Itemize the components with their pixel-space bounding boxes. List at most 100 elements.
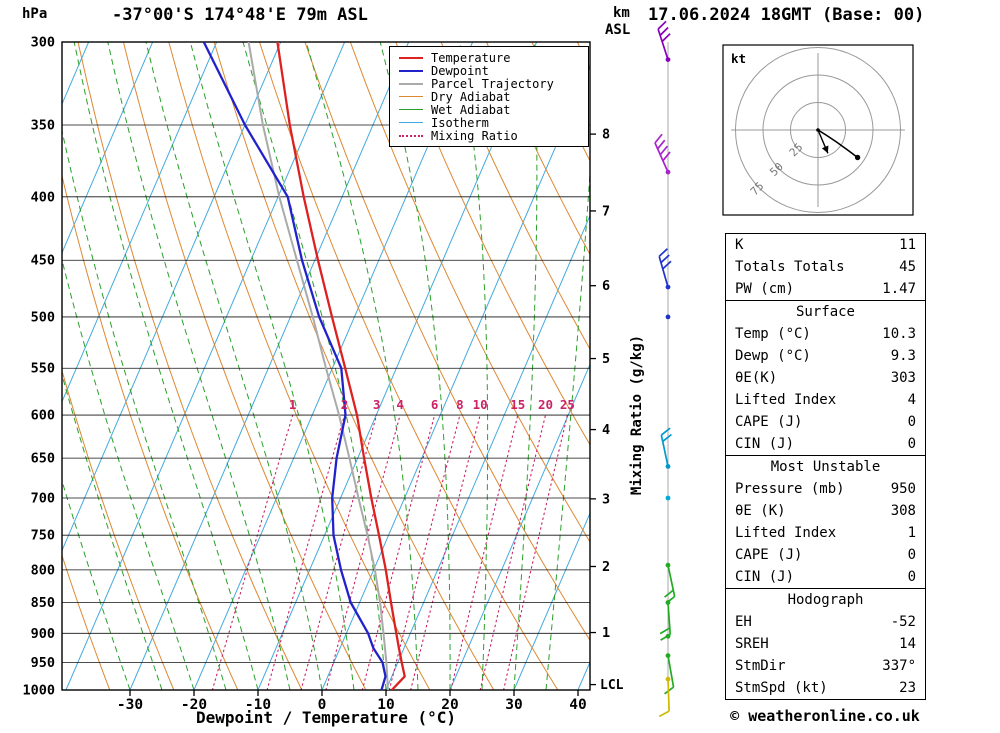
hodograph-end-dot	[854, 154, 861, 161]
copyright: © weatheronline.co.uk	[730, 707, 920, 725]
stat-value: 23	[899, 680, 916, 696]
stat-value: 308	[890, 503, 916, 519]
temp-tick-label: 0	[318, 697, 327, 713]
wind-level-dot	[665, 653, 671, 658]
stat-value: 337°	[882, 658, 916, 674]
stat-label: StmSpd (kt)	[735, 680, 828, 696]
legend-swatch-wet-adiabat	[399, 109, 423, 110]
table-title: Most Unstable	[770, 459, 881, 475]
hodograph-trace	[817, 129, 859, 159]
table-title: Hodograph	[787, 592, 864, 608]
km-tick-label: 4	[602, 422, 610, 438]
table-row: CAPE (J) 0	[726, 544, 925, 566]
stat-label: EH	[735, 614, 752, 630]
hodograph-ring	[762, 74, 874, 186]
pressure-tick-label: 850	[31, 595, 55, 611]
stat-value: 11	[899, 237, 916, 253]
stat-value: 0	[907, 547, 916, 563]
wind-level-dot	[665, 57, 671, 62]
legend-item-mixing-ratio: Mixing Ratio	[399, 128, 582, 143]
table-row: CAPE (J) 0	[726, 411, 925, 433]
mixing-ratio-line	[479, 414, 547, 690]
stat-label: θE (K)	[735, 503, 786, 519]
table-row: CIN (J) 0	[726, 433, 925, 455]
wind-level-dot	[665, 284, 671, 290]
mixing-ratio-value-label: 1	[289, 397, 297, 412]
wet-adiabat-line	[62, 479, 131, 690]
table-surface: Surface Temp (°C) 10.3 Dewp (°C) 9.3 θE(K) 303…	[725, 300, 926, 456]
legend-swatch-dry-adiabat	[399, 96, 423, 97]
table-row: Temp (°C) 10.3	[726, 323, 925, 345]
mixing-ratio-value-label: 6	[431, 397, 439, 412]
stat-label: CAPE (J)	[735, 414, 803, 430]
km-tick-label: 1	[602, 625, 610, 641]
pressure-tick-label: 600	[31, 408, 55, 424]
isotherm-line	[62, 42, 154, 255]
mixing-ratio-line	[300, 414, 378, 690]
temp-tick-label: 10	[377, 697, 394, 713]
trace-dewpoint	[202, 42, 387, 690]
table-row: Pressure (mb) 950	[726, 478, 925, 500]
wind-level-dot	[665, 600, 671, 605]
wind-barb	[658, 248, 672, 288]
pressure-tick-label: 350	[31, 117, 55, 133]
isotherm-line	[257, 42, 538, 690]
wind-barb	[664, 655, 675, 695]
pressure-tick-label: 700	[31, 491, 55, 507]
mixing-ratio-value-label: 15	[510, 397, 525, 412]
temp-tick-label: 20	[441, 697, 458, 713]
isotherm-line	[62, 42, 282, 552]
pressure-tick-label: 450	[31, 253, 55, 269]
table-row: CIN (J) 0	[726, 566, 925, 588]
km-tick-label: 8	[602, 127, 610, 143]
table-row: θE (K) 308	[726, 500, 925, 522]
table-row: Lifted Index 1	[726, 522, 925, 544]
legend: Temperature Dewpoint Parcel Trajectory Dry …	[389, 46, 589, 147]
dry-adiabat-line	[62, 369, 175, 690]
legend-item-parcel: Parcel Trajectory	[399, 77, 582, 91]
stat-value: 0	[907, 569, 916, 585]
stat-value: 14	[899, 636, 916, 652]
dry-adiabat-line	[62, 553, 111, 690]
pressure-tick-label: 900	[31, 626, 55, 642]
legend-item-temperature: Temperature	[399, 50, 582, 65]
hodograph-ring	[735, 47, 901, 213]
temp-tick-label: -30	[117, 697, 143, 713]
hodograph-ring	[790, 102, 846, 158]
legend-item-dewpoint: Dewpoint	[399, 64, 582, 78]
wind-level-dot	[665, 562, 671, 568]
legend-swatch-dewpoint	[399, 69, 423, 72]
wind-barb	[660, 427, 672, 467]
wet-adiabat-line	[242, 42, 387, 690]
mixing-ratio-value-label: 10	[473, 397, 488, 412]
legend-label: Mixing Ratio	[431, 128, 518, 143]
stat-label: Lifted Index	[735, 392, 837, 408]
stat-label: Dewp (°C)	[735, 348, 811, 364]
stat-value: 950	[890, 481, 916, 497]
legend-item-dry-adiabat: Dry Adiabat	[399, 89, 582, 104]
stat-value: 1.47	[882, 281, 916, 297]
pressure-tick-label: 800	[31, 562, 55, 578]
legend-item-wet-adiabat: Wet Adiabat	[399, 103, 582, 117]
table-row: Lifted Index 4	[726, 389, 925, 411]
stat-label: SREH	[735, 636, 769, 652]
wet-adiabat-line	[189, 42, 355, 690]
table-hodograph-stats: Hodograph EH -52 SREH 14 StmDir 337° StmSpd (kt…	[725, 588, 926, 700]
wind-barb	[658, 679, 670, 718]
stat-value: 9.3	[890, 348, 916, 364]
legend-label: Dry Adiabat	[431, 89, 511, 104]
plot-border	[61, 41, 591, 691]
table-most-unstable: Most Unstable Pressure (mb) 950 θE (K) 308 Li…	[725, 455, 926, 589]
stat-value: 45	[899, 259, 916, 275]
table-row: Totals Totals 45	[726, 256, 925, 278]
mixing-ratio-value-label: 8	[456, 397, 464, 412]
trace-temperature	[276, 42, 406, 690]
wet-adiabat-line	[73, 42, 259, 690]
stat-label: Temp (°C)	[735, 326, 811, 342]
km-tick-label: 7	[602, 203, 610, 219]
isotherm-line	[321, 65, 590, 690]
wind-barb	[664, 565, 676, 605]
legend-label: Temperature	[431, 50, 511, 65]
dry-adiabat-line	[395, 42, 590, 446]
